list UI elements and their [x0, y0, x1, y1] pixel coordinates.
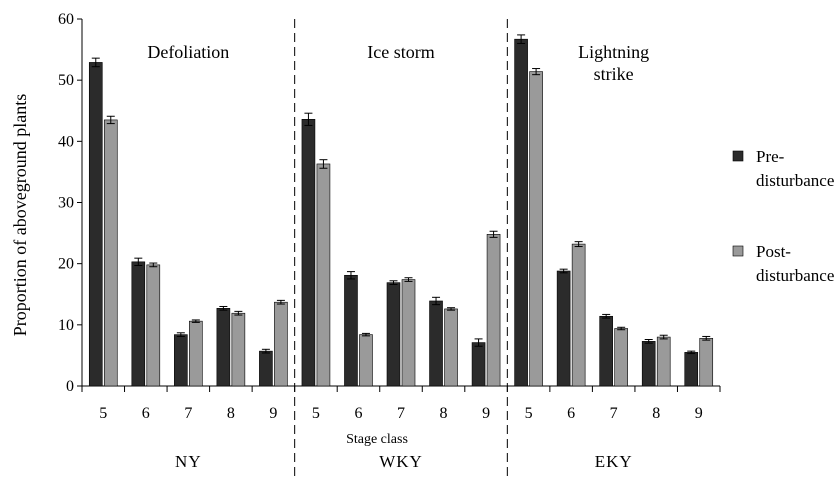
legend-swatch-pre — [732, 150, 744, 162]
y-tick-label: 60 — [58, 11, 74, 28]
x-tick-label: 8 — [652, 405, 660, 422]
x-tick-label: 7 — [397, 405, 405, 422]
y-tick-label: 0 — [66, 378, 74, 395]
site-label: WKY — [379, 452, 423, 471]
x-tick-label: 7 — [184, 405, 192, 422]
site-label: EKY — [595, 452, 633, 471]
bar-post-wky-9 — [486, 234, 501, 387]
bar-post-eky-8 — [656, 336, 671, 387]
bar-post-ny-8 — [231, 312, 246, 387]
x-tick-label: 6 — [142, 405, 150, 422]
bar-pre-eky-9 — [684, 352, 699, 387]
bar-post-eky-7 — [614, 328, 628, 387]
x-tick-label: 5 — [525, 405, 533, 422]
legend-label: disturbance — [756, 171, 834, 190]
bar-post-wky-5 — [316, 163, 331, 387]
panel-title: strike — [594, 64, 634, 84]
bar-post-wky-7 — [401, 279, 416, 387]
bar-pre-wky-9 — [471, 342, 486, 387]
legend-label: disturbance — [756, 266, 834, 285]
bar-post-ny-5 — [103, 119, 118, 387]
site-label: NY — [175, 452, 202, 471]
panel-title: Defoliation — [147, 42, 229, 62]
bar-pre-ny-9 — [259, 350, 273, 387]
x-tick-label: 6 — [567, 405, 575, 422]
legend-label: Post- — [756, 242, 791, 261]
bar-pre-wky-6 — [344, 274, 358, 387]
bar-pre-ny-7 — [174, 334, 188, 387]
bar-pre-eky-7 — [599, 315, 613, 387]
x-tick-label: 8 — [227, 405, 235, 422]
y-tick-label: 30 — [58, 195, 74, 212]
bar-post-eky-6 — [571, 243, 586, 387]
bar-post-eky-5 — [529, 71, 543, 387]
x-tick-label: 7 — [610, 405, 618, 422]
legend-swatch-post — [732, 245, 744, 257]
bar-pre-ny-8 — [216, 308, 231, 387]
y-axis-title: Proportion of aboveground plants — [10, 94, 30, 336]
bar-pre-eky-5 — [514, 38, 528, 387]
bar-post-ny-6 — [146, 264, 161, 387]
panel-title: Ice storm — [367, 42, 434, 62]
bar-pre-eky-8 — [641, 341, 656, 387]
bars — [88, 34, 714, 387]
axes — [77, 18, 721, 477]
bar-pre-ny-6 — [131, 261, 146, 387]
bar-pre-eky-6 — [556, 270, 571, 387]
y-tick-label: 10 — [58, 317, 74, 334]
bar-post-ny-9 — [274, 301, 288, 387]
bar-pre-wky-8 — [429, 300, 443, 387]
bar-post-ny-7 — [189, 320, 203, 387]
bar-post-eky-9 — [699, 337, 714, 387]
panel-title: Lightning — [578, 42, 649, 62]
x-tick-label: 9 — [482, 405, 490, 422]
x-axis-title: Stage class — [346, 432, 408, 447]
y-tick-label: 40 — [58, 133, 74, 150]
bar-post-wky-6 — [359, 334, 373, 387]
y-tick-label: 50 — [58, 72, 74, 89]
bar-pre-wky-5 — [301, 119, 316, 387]
x-tick-label: 9 — [695, 405, 703, 422]
x-tick-label: 8 — [440, 405, 448, 422]
x-tick-label: 6 — [354, 405, 362, 422]
legend-label: Pre- — [756, 147, 785, 166]
bar-post-wky-8 — [444, 308, 458, 387]
labels: 0 10 20 30 40 50 60 5 6 7 8 9 Defoliation NY 5 6 7 8 9 Ice … — [58, 11, 703, 471]
legend: Pre-disturbance Post-disturbance — [732, 147, 834, 285]
y-tick-label: 20 — [58, 256, 74, 273]
x-tick-label: 9 — [269, 405, 277, 422]
x-tick-label: 5 — [99, 405, 107, 422]
bar-pre-wky-7 — [386, 282, 401, 387]
x-tick-label: 5 — [312, 405, 320, 422]
bar-pre-ny-5 — [88, 62, 103, 387]
